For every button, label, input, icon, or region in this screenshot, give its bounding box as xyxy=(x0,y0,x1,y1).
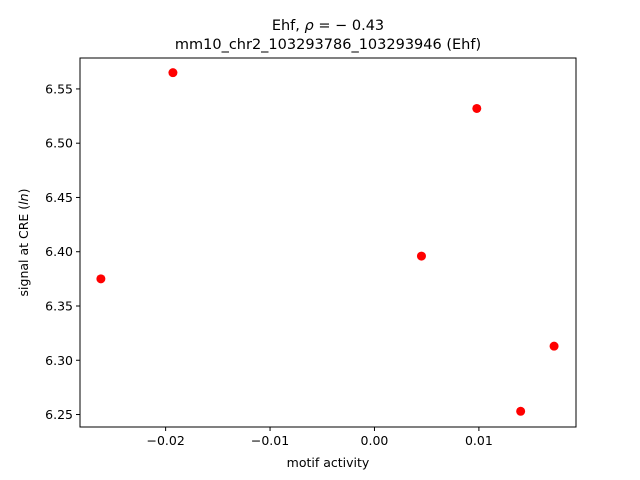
y-tick-label: 6.50 xyxy=(45,136,73,151)
y-tick-label: 6.25 xyxy=(45,407,73,422)
x-axis-ticks: −0.02 −0.01 0.00 0.01 xyxy=(146,427,493,448)
data-point xyxy=(516,406,526,416)
data-point xyxy=(96,274,106,284)
x-tick-label: 0.01 xyxy=(465,433,493,448)
y-tick-label: 6.40 xyxy=(45,244,73,259)
data-point xyxy=(168,68,178,78)
chart-subtitle: mm10_chr2_103293786_103293946 (Ehf) xyxy=(175,37,481,53)
x-tick-label: −0.01 xyxy=(251,433,289,448)
y-tick-label: 6.45 xyxy=(45,190,73,205)
plot-frame xyxy=(79,57,577,428)
x-tick-label: 0.00 xyxy=(361,433,389,448)
x-axis-label: motif activity xyxy=(287,455,370,470)
y-tick-label: 6.30 xyxy=(45,353,73,368)
plot-area xyxy=(80,58,576,427)
data-points xyxy=(96,68,559,416)
data-point xyxy=(549,341,559,351)
y-axis-ticks: 6.25 6.30 6.35 6.40 6.45 6.50 6.55 xyxy=(45,81,80,422)
chart-title: Ehf, ρ = − 0.43 xyxy=(272,18,384,34)
y-tick-label: 6.35 xyxy=(45,298,73,313)
x-tick-label: −0.02 xyxy=(146,433,184,448)
y-axis-label: signal at CRE (ln) xyxy=(16,189,31,297)
data-point xyxy=(416,251,426,261)
y-tick-label: 6.55 xyxy=(45,81,73,96)
data-point xyxy=(472,103,482,113)
